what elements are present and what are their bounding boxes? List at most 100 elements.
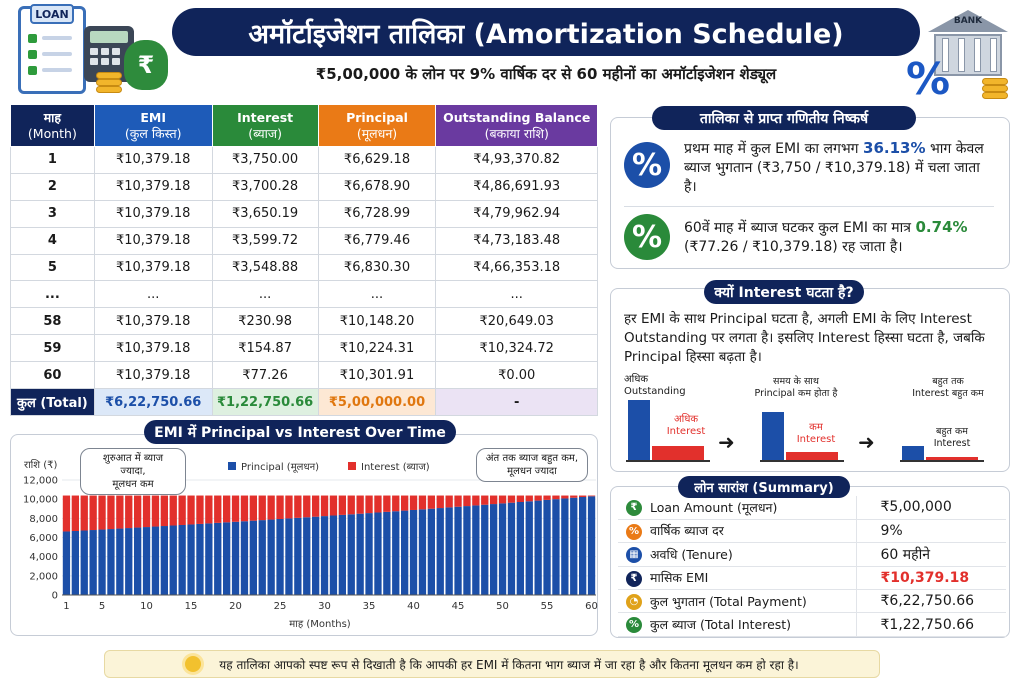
y-tick-label: 10,000 xyxy=(23,495,58,506)
summary-label: Loan Amount (मूलधन) xyxy=(650,499,778,515)
interest-bar xyxy=(418,495,427,510)
table-cell: ₹4,66,353.18 xyxy=(435,253,598,282)
table-cell: ₹0.00 xyxy=(435,361,598,390)
bank-column xyxy=(990,38,997,72)
stage2-red-line1: कम xyxy=(809,422,823,433)
y-tick-label: 12,000 xyxy=(23,476,58,487)
interest-bar xyxy=(498,495,507,504)
total-cell: - xyxy=(435,388,598,417)
table-cell: ₹6,678.90 xyxy=(317,172,437,201)
interest-bar xyxy=(329,495,338,516)
legend-principal-swatch xyxy=(228,462,236,470)
table-row: 4 ₹10,379.18 ₹3,599.72 ₹6,779.46 ₹4,73,183.4… xyxy=(10,226,598,255)
table-row: 60 ₹10,379.18 ₹77.26 ₹10,301.91 ₹0.00 xyxy=(10,361,598,390)
column-header: माह (Month) xyxy=(10,104,95,147)
bank-column xyxy=(958,38,965,72)
y-tick-label: 2,000 xyxy=(29,571,58,582)
table-cell: ₹6,629.18 xyxy=(317,146,437,174)
finding-2-post: (₹77.26 / ₹10,379.18) रह जाता है। xyxy=(684,239,903,255)
stage1-axis xyxy=(626,460,710,462)
principal-bar xyxy=(294,517,302,595)
column-header: Outstanding Balance (बकाया राशि) xyxy=(435,104,598,147)
interest-bar xyxy=(142,495,151,528)
interest-bar xyxy=(285,495,293,519)
table-cell: ₹4,86,691.93 xyxy=(435,172,598,201)
check-line xyxy=(42,36,72,40)
table-cell: ₹10,148.20 xyxy=(317,307,437,336)
principal-bar xyxy=(276,518,284,595)
interest-bar xyxy=(401,495,409,511)
interest-bar xyxy=(160,495,168,527)
finding-1-pct: 36.13% xyxy=(863,139,926,157)
principal-bar xyxy=(231,521,240,595)
principal-bar xyxy=(151,526,160,595)
coin-icon xyxy=(96,72,122,79)
interest-bar xyxy=(276,495,284,519)
principal-bar xyxy=(579,497,587,595)
interest-bar xyxy=(409,495,418,510)
total-cell: कुल (Total) xyxy=(10,388,95,417)
principal-bar xyxy=(409,509,418,595)
table-cell: ... xyxy=(10,280,95,309)
table-cell: ₹4,93,370.82 xyxy=(435,146,598,174)
principal-bar xyxy=(347,514,355,595)
calendar-icon: ▦ xyxy=(626,547,642,564)
principal-bar xyxy=(525,501,533,595)
percent-icon: % xyxy=(626,617,642,634)
arrow-right-icon: ➜ xyxy=(858,430,875,454)
principal-bar xyxy=(338,514,346,595)
principal-bar xyxy=(187,524,195,595)
x-tick-label: 35 xyxy=(363,601,376,612)
principal-bar xyxy=(258,520,266,595)
interest-bar xyxy=(552,495,560,500)
table-cell: ₹10,224.31 xyxy=(317,334,437,363)
table-cell: ₹3,700.28 xyxy=(211,172,319,201)
table-cell: 1 xyxy=(10,146,95,174)
footer-text: यह तालिका आपको स्पष्ट रूप से दिखाती है क… xyxy=(219,657,799,672)
table-cell: 3 xyxy=(10,199,95,228)
principal-bar xyxy=(178,524,186,595)
table-row: 5 ₹10,379.18 ₹3,548.88 ₹6,830.30 ₹4,66,353.1… xyxy=(10,253,598,282)
interest-bar xyxy=(223,495,231,523)
total-cell: ₹1,22,750.66 xyxy=(211,388,319,417)
summary-label-cell: ◔ कुल भुगतान (Total Payment) xyxy=(618,589,857,614)
principal-bar xyxy=(285,518,293,595)
bank-column xyxy=(974,38,981,72)
principal-bar xyxy=(107,529,115,595)
finding-1-pre: प्रथम माह में कुल EMI का लगभग xyxy=(684,141,864,157)
coin-icon xyxy=(982,92,1008,99)
summary-title: लोन सारांश (Summary) xyxy=(678,476,850,498)
interest-bar xyxy=(374,495,382,513)
interest-bar xyxy=(71,495,79,531)
interest-bar xyxy=(98,495,106,530)
total-row: कुल (Total) ₹6,22,750.66 ₹1,22,750.66 ₹5,00… xyxy=(10,388,598,417)
table-cell: ₹10,379.18 xyxy=(93,146,213,174)
callout-left-line2: मूलधन कम xyxy=(112,479,154,490)
table-row: 1 ₹10,379.18 ₹3,750.00 ₹6,629.18 ₹4,93,370.8… xyxy=(10,146,598,174)
principal-bar xyxy=(561,498,569,595)
x-tick-label: 20 xyxy=(229,601,242,612)
check-icon xyxy=(28,66,37,75)
principal-bar xyxy=(267,519,275,595)
money-icon: ₹ xyxy=(626,500,642,517)
interest-bar xyxy=(116,495,124,529)
stage1-label: अधिक Outstanding xyxy=(624,374,708,398)
table-cell: ₹77.26 xyxy=(211,361,319,390)
y-axis-label: राशि (₹) xyxy=(24,459,58,471)
x-tick-label: 1 xyxy=(63,601,69,612)
interest-bar xyxy=(445,495,453,508)
interest-bar xyxy=(214,495,222,523)
stage3-red-line1: बहुत कम xyxy=(936,426,968,437)
principal-bar xyxy=(587,496,596,595)
coin-icon xyxy=(982,85,1008,92)
principal-bar xyxy=(418,509,427,595)
interest-bar xyxy=(543,495,551,500)
calc-key xyxy=(112,58,120,65)
total-cell: ₹5,00,000.00 xyxy=(317,388,437,417)
calc-key xyxy=(112,48,120,55)
percent-icon: % xyxy=(626,523,642,540)
stage2-axis xyxy=(760,460,844,462)
interest-bar xyxy=(507,495,516,503)
summary-value: ₹5,00,000 xyxy=(856,496,1006,520)
stage3-axis xyxy=(900,460,984,462)
